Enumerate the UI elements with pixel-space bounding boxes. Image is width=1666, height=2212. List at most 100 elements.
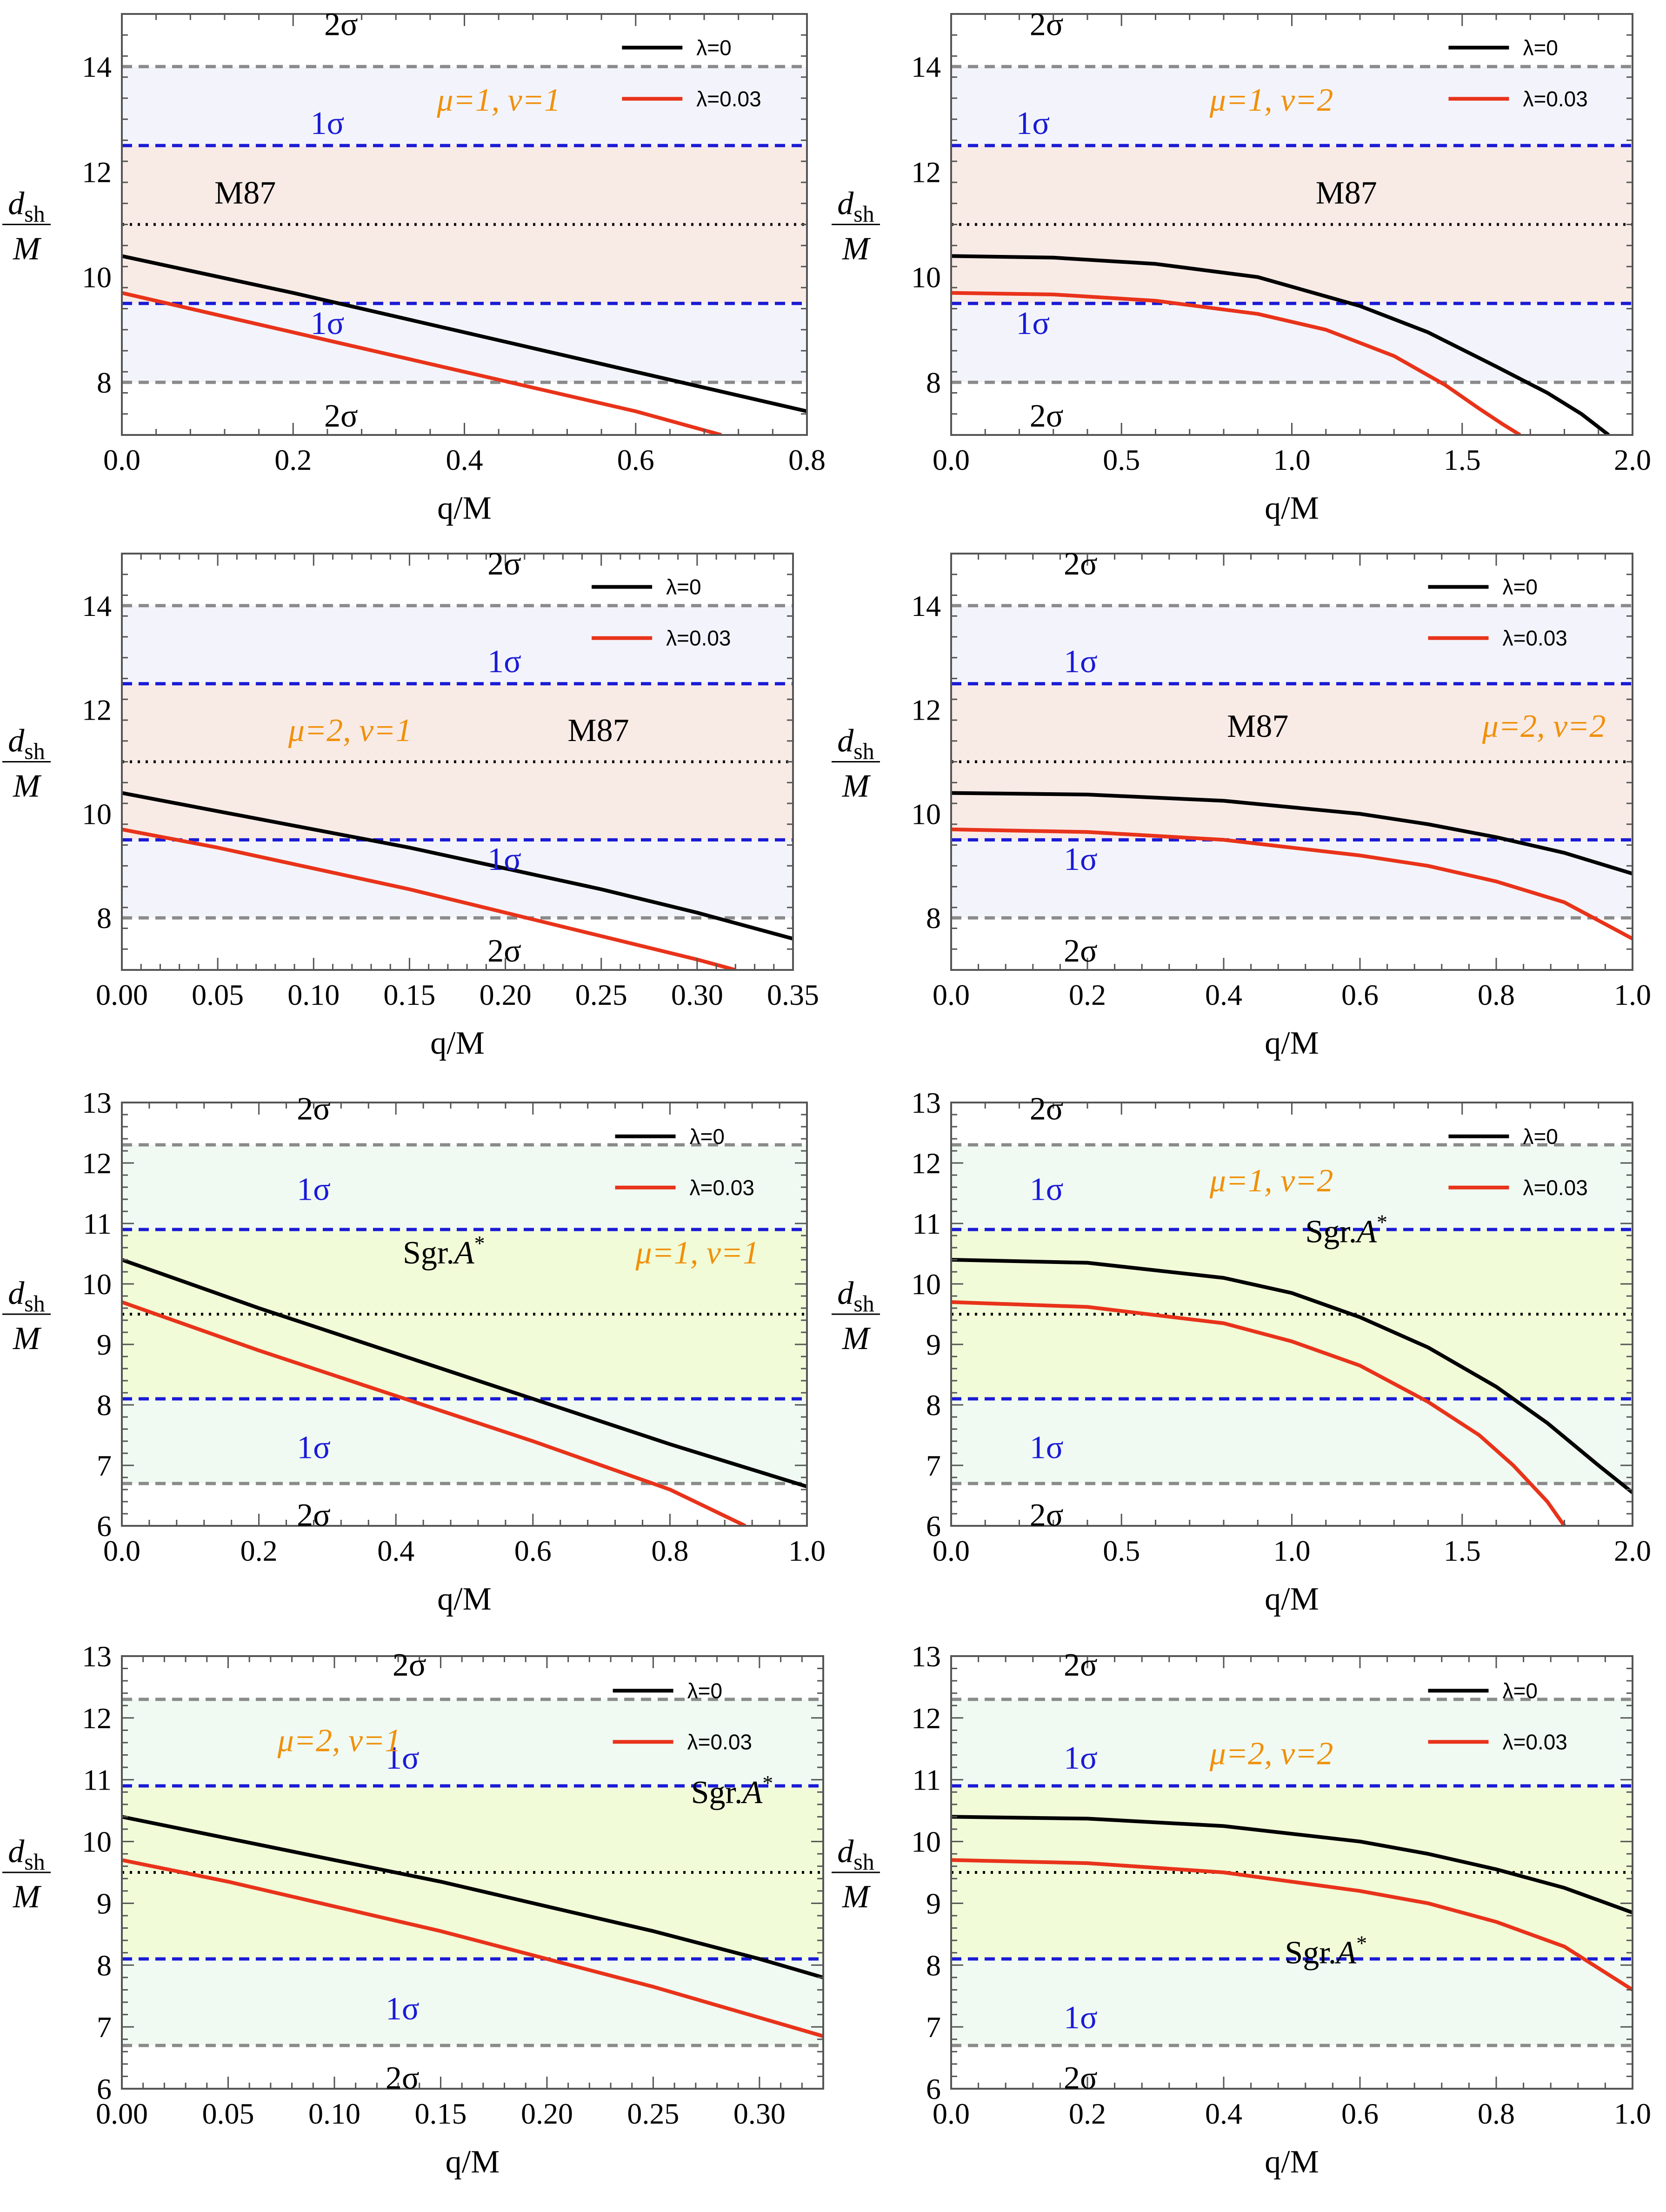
two-sigma-upper-label: 2σ (1030, 1091, 1064, 1127)
legend-label: λ=0.03 (666, 626, 731, 650)
one-sigma-upper-label: 1σ (1064, 644, 1098, 680)
chart-panel-2: 0.0 0.5 1.0 1.5 2.0 8 10 12 14 q/M dsh M 2σ 1σ 1σ 2σ M87… (832, 7, 1651, 526)
y-tick-label: 12 (82, 1702, 112, 1735)
y-tick-label: 14 (82, 589, 112, 622)
y-axis-title-numerator: dsh (837, 723, 874, 764)
y-axis-title: dsh M (2, 723, 51, 804)
y-axis-title-numerator: dsh (8, 1834, 45, 1875)
source-label: M87 (567, 713, 629, 748)
x-tick-label: 0.05 (202, 2097, 254, 2130)
y-tick-label: 8 (926, 1389, 941, 1422)
y-tick-label: 9 (926, 1328, 941, 1361)
x-tick-label: 0.0 (933, 443, 970, 476)
parameter-label: μ=2, ν=2 (1482, 708, 1606, 744)
series-line-lambda-0 (122, 254, 807, 413)
x-tick-label: 0.00 (96, 978, 148, 1011)
y-tick-label: 11 (912, 1764, 941, 1797)
y-axis-title: dsh M (832, 186, 880, 267)
chart-panel-3: 0.00 0.05 0.10 0.15 0.20 0.25 0.30 0.35 8 10 12 14 q… (2, 546, 819, 1061)
y-axis-title: dsh M (832, 1276, 880, 1357)
x-tick-label: 0.6 (1341, 2097, 1379, 2130)
y-tick-label: 10 (82, 1268, 112, 1301)
two-sigma-lower-label: 2σ (324, 398, 358, 434)
y-tick-label: 12 (911, 155, 941, 188)
y-tick-label: 6 (926, 1510, 941, 1543)
two-sigma-upper-label: 2σ (1064, 1647, 1098, 1683)
y-tick-label: 8 (97, 902, 112, 935)
plot-frame (121, 1655, 824, 2090)
y-tick-label: 9 (97, 1887, 112, 1920)
series-line-lambda-0.03 (122, 1858, 823, 2038)
two-sigma-upper-label: 2σ (487, 546, 521, 582)
series-line-lambda-0.03 (122, 827, 736, 970)
two-sigma-lower-label: 2σ (297, 1497, 331, 1533)
y-tick-label: 10 (911, 261, 941, 294)
y-tick-label: 9 (926, 1887, 941, 1920)
chart-panel-4: 0.0 0.2 0.4 0.6 0.8 1.0 8 10 12 14 q/M dsh M 2σ 1σ 1σ 2σ… (832, 546, 1651, 1061)
y-axis-title-denominator: M (13, 769, 42, 804)
y-tick-label: 12 (82, 155, 112, 188)
y-tick-label: 13 (82, 1640, 112, 1673)
legend-label: λ=0 (690, 1124, 725, 1149)
y-tick-label: 6 (97, 1510, 112, 1543)
parameter-label: μ=1, ν=1 (436, 82, 560, 118)
x-tick-label: 1.0 (1614, 2097, 1651, 2130)
x-axis-title: q/M (1265, 1025, 1319, 1061)
x-tick-label: 0.20 (521, 2097, 573, 2130)
y-axis-title: dsh M (2, 1834, 51, 1915)
y-axis-title-denominator: M (842, 231, 871, 267)
x-tick-label: 0.6 (1341, 978, 1379, 1011)
one-sigma-lower-label: 1σ (1016, 306, 1050, 341)
series-line-lambda-0 (951, 1815, 1633, 1915)
x-tick-label: 0.8 (1478, 978, 1515, 1011)
legend-label: λ=0 (696, 35, 731, 60)
one-sigma-upper-label: 1σ (386, 1740, 420, 1776)
one-sigma-upper-label: 1σ (487, 644, 521, 680)
chart-panel-1: 0.0 0.2 0.4 0.6 0.8 8 10 12 14 q/M dsh M 2σ 1σ 1σ 2σ M87… (2, 7, 826, 526)
x-tick-label: 0.6 (514, 1534, 552, 1567)
x-tick-label: 0.25 (575, 978, 627, 1011)
y-tick-label: 11 (912, 1207, 941, 1240)
x-tick-label: 0.30 (671, 978, 723, 1011)
y-tick-label: 8 (97, 1949, 112, 1982)
series-line-lambda-0 (951, 1258, 1633, 1494)
source-label: Sgr.A* (403, 1231, 485, 1271)
x-tick-label: 0.35 (767, 978, 819, 1011)
x-tick-label: 0.15 (414, 2097, 466, 2130)
two-sigma-upper-label: 2σ (1064, 546, 1098, 582)
x-tick-label: 0.2 (1069, 978, 1106, 1011)
y-tick-label: 14 (911, 589, 941, 622)
x-tick-label: 1.0 (1273, 443, 1311, 476)
source-label: Sgr.A* (1285, 1931, 1367, 1971)
x-tick-label: 0.25 (627, 2097, 679, 2130)
one-sigma-lower-label: 1σ (297, 1430, 331, 1465)
one-sigma-upper-label: 1σ (297, 1171, 331, 1207)
legend-label: λ=0.03 (1523, 87, 1587, 111)
x-tick-label: 2.0 (1614, 443, 1651, 476)
two-sigma-upper-label: 2σ (1030, 7, 1064, 42)
y-tick-label: 7 (97, 1449, 112, 1482)
x-axis-title: q/M (1265, 490, 1319, 526)
x-tick-label: 0.2 (1069, 2097, 1106, 2130)
x-axis-title: q/M (446, 2144, 500, 2180)
one-sigma-lower-label: 1σ (386, 1991, 420, 2027)
series-line-lambda-0.03 (951, 827, 1633, 941)
one-sigma-upper-label: 1σ (1030, 1171, 1064, 1207)
two-sigma-upper-label: 2σ (324, 7, 358, 42)
x-tick-label: 0.4 (377, 1534, 414, 1567)
y-tick-label: 7 (97, 2011, 112, 2044)
parameter-label: μ=1, ν=1 (635, 1235, 759, 1271)
parameter-label: μ=2, ν=1 (277, 1723, 401, 1759)
y-tick-label: 10 (82, 261, 112, 294)
parameter-label: μ=1, ν=2 (1209, 1163, 1333, 1199)
x-axis-title: q/M (1265, 1581, 1319, 1617)
x-tick-label: 0.05 (192, 978, 244, 1011)
one-sigma-lower-label: 1σ (311, 306, 345, 341)
one-sigma-lower-label: 1σ (1064, 842, 1098, 877)
y-tick-label: 13 (911, 1640, 941, 1673)
y-tick-label: 14 (82, 50, 112, 83)
legend-label: λ=0.03 (690, 1176, 754, 1200)
x-tick-label: 0.0 (103, 443, 140, 476)
x-tick-label: 0.10 (308, 2097, 360, 2130)
